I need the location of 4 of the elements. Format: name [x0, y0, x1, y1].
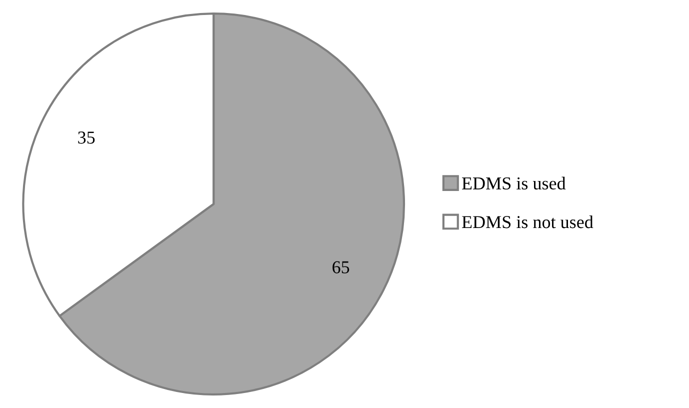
legend-label: EDMS is not used	[462, 215, 594, 228]
legend-label: EDMS is used	[462, 176, 566, 190]
data-label: 65	[332, 261, 350, 274]
data-label: 35	[78, 132, 95, 144]
